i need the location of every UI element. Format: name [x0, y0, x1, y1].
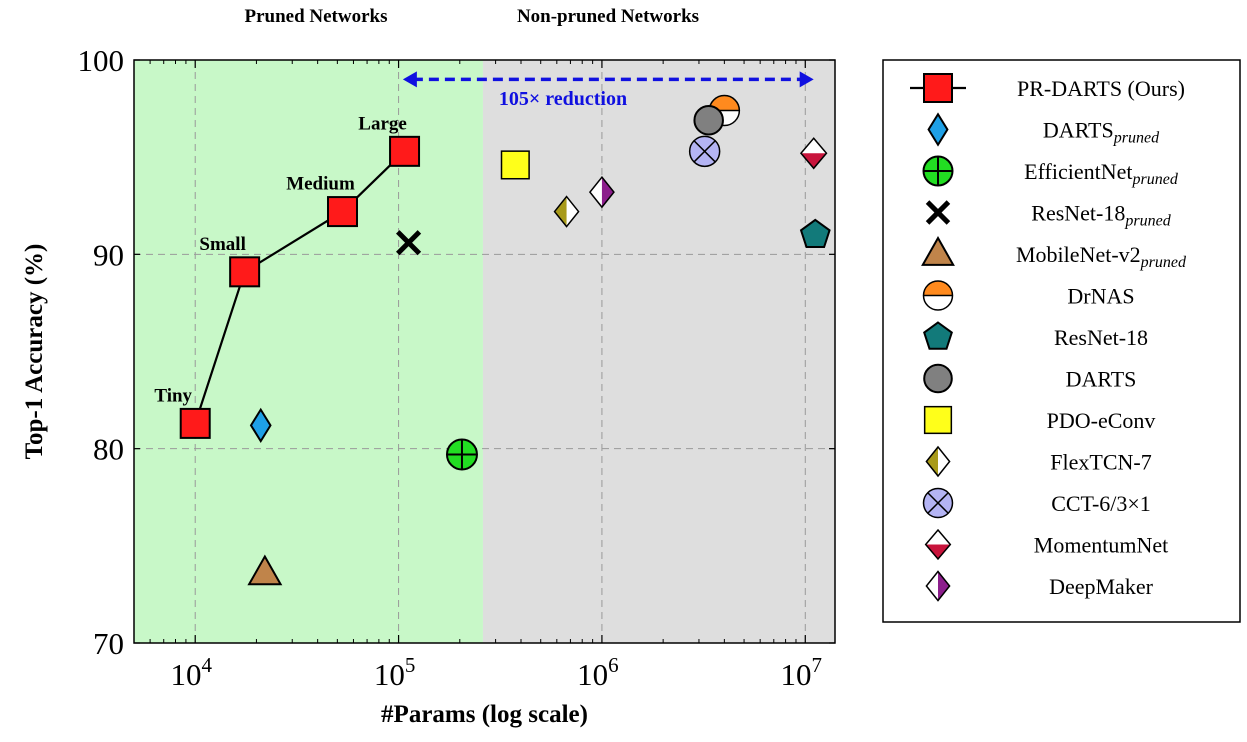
legend-label-9: FlexTCN-7: [1050, 450, 1151, 475]
legend-label-5: DrNAS: [1067, 284, 1134, 309]
series-lines: [194, 150, 406, 424]
legend-label-0: PR-DARTS (Ours): [1017, 76, 1185, 101]
legend-marker-11: [924, 528, 952, 561]
x-axis-title: #Params (log scale): [381, 701, 588, 728]
point-6-0: [799, 218, 831, 249]
x-tick-label-3: 107: [781, 653, 823, 692]
axes: 70 80 90 100 104 105 106 107 #Params (log scale)…: [21, 43, 836, 728]
x-tick-label-0: 104: [170, 653, 212, 692]
point-label-0-0: Tiny: [154, 385, 192, 406]
legend-label-11: MomentumNet: [1034, 533, 1168, 558]
reduction-arrow-head-left: [402, 71, 417, 88]
legend-label-4: MobileNet-v2pruned: [1016, 242, 1187, 271]
legend-label-6: ResNet-18: [1054, 325, 1148, 350]
legend-label-12: DeepMaker: [1049, 574, 1154, 599]
x-tick-exponent-3: 7: [812, 653, 823, 677]
y-axis-title: Top-1 Accuracy (%): [21, 244, 48, 460]
y-tick-label-1: 80: [93, 432, 124, 467]
series-line-0: [194, 150, 406, 424]
legend-marker-12: [925, 570, 951, 602]
y-tick-label-0: 70: [93, 626, 124, 661]
legend-marker-5: [922, 280, 954, 311]
point-3-0: [396, 230, 422, 256]
point-0-0: [179, 407, 211, 439]
point-0-3: [389, 135, 421, 167]
point-0-2: [327, 196, 359, 228]
point-labels: Tiny Small Medium Large: [154, 113, 406, 406]
region-0: [134, 60, 483, 643]
legend-marker-1: [927, 112, 949, 147]
x-tick-exponent-2: 6: [608, 653, 619, 677]
region-title-0: Pruned Networks: [244, 6, 387, 27]
x-tick-label-1: 105: [374, 653, 416, 692]
legend-marker-10: [922, 487, 954, 519]
legend: PR-DARTS (Ours)DARTSprunedEfficientNetpr…: [882, 59, 1241, 623]
legend-label-sub-3: pruned: [1124, 213, 1171, 230]
legend-label-sub-4: pruned: [1140, 254, 1187, 271]
legend-marker-9: [925, 445, 951, 478]
legend-label-sub-1: pruned: [1113, 130, 1160, 147]
reduction-arrow-head-right: [799, 71, 814, 88]
legend-marker-3: [925, 200, 951, 225]
region-1: [482, 60, 835, 643]
point-8-0: [500, 150, 530, 180]
x-tick-exponent-1: 5: [405, 653, 416, 677]
point-1-0: [249, 407, 272, 443]
x-tick-exponent-0: 4: [201, 653, 212, 677]
plot-frame: [133, 59, 836, 644]
x-tick-label-2: 106: [577, 653, 619, 692]
legend-marker-2: [922, 155, 954, 187]
legend-marker-4: [921, 236, 955, 266]
point-2-0: [445, 438, 478, 471]
point-label-0-1: Small: [199, 234, 245, 255]
legend-marker-0: [923, 73, 953, 103]
region-title-1: Non-pruned Networks: [517, 6, 699, 27]
legend-label-7: DARTS: [1066, 367, 1137, 392]
point-4-0: [247, 554, 283, 586]
point-0-1: [229, 256, 261, 288]
y-tick-label-3: 100: [78, 43, 125, 78]
legend-label-sub-2: pruned: [1132, 171, 1179, 188]
plot-regions: Pruned Networks Non-pruned Networks: [134, 6, 835, 643]
y-tick-label-2: 90: [93, 237, 124, 272]
point-11-0: [799, 137, 828, 170]
legend-marker-8: [923, 405, 953, 435]
point-7-0: [693, 104, 724, 136]
legend-marker-7: [923, 363, 953, 394]
point-12-0: [588, 175, 615, 209]
point-label-0-3: Large: [358, 113, 407, 134]
legend-marker-6: [923, 321, 953, 350]
point-10-0: [688, 135, 721, 168]
point-label-0-2: Medium: [286, 174, 355, 195]
legend-label-10: CCT-6/3×1: [1051, 491, 1151, 516]
legend-label-8: PDO-eConv: [1047, 408, 1156, 433]
point-9-0: [553, 195, 580, 228]
data-points: [179, 94, 831, 586]
reduction-label: 105× reduction: [499, 88, 627, 110]
